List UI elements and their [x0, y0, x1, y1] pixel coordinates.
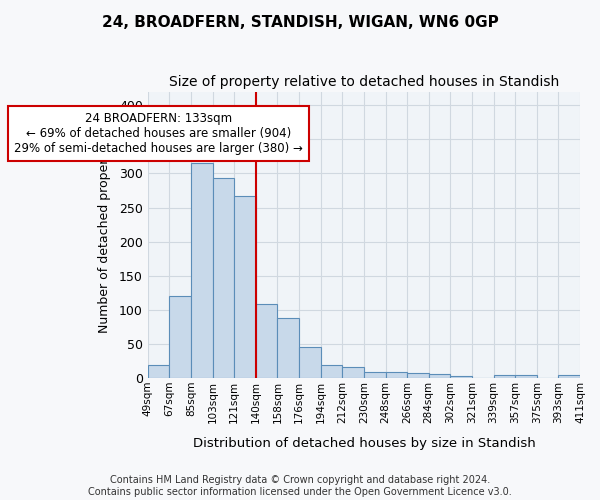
Bar [364, 372, 386, 378]
Bar [191, 163, 212, 378]
Text: Contains HM Land Registry data © Crown copyright and database right 2024.
Contai: Contains HM Land Registry data © Crown c… [88, 476, 512, 497]
Bar [429, 374, 451, 378]
Bar [515, 376, 537, 378]
Bar [277, 318, 299, 378]
Bar [299, 348, 320, 378]
Text: 24, BROADFERN, STANDISH, WIGAN, WN6 0GP: 24, BROADFERN, STANDISH, WIGAN, WN6 0GP [101, 15, 499, 30]
Bar [212, 178, 234, 378]
Title: Size of property relative to detached houses in Standish: Size of property relative to detached ho… [169, 75, 559, 89]
Bar [342, 368, 364, 378]
Bar [169, 296, 191, 378]
Bar [320, 364, 342, 378]
Y-axis label: Number of detached properties: Number of detached properties [98, 136, 111, 334]
Text: 24 BROADFERN: 133sqm
← 69% of detached houses are smaller (904)
29% of semi-deta: 24 BROADFERN: 133sqm ← 69% of detached h… [14, 112, 303, 155]
Bar [386, 372, 407, 378]
Bar [407, 374, 429, 378]
Bar [559, 375, 580, 378]
Bar [234, 196, 256, 378]
Bar [148, 365, 169, 378]
Bar [451, 376, 472, 378]
Bar [256, 304, 277, 378]
X-axis label: Distribution of detached houses by size in Standish: Distribution of detached houses by size … [193, 437, 535, 450]
Bar [494, 375, 515, 378]
